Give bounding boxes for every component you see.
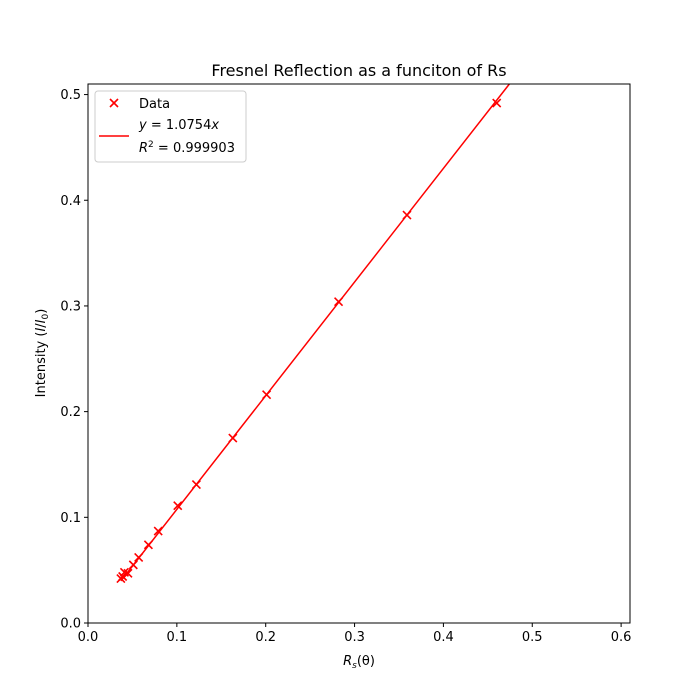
x-tick-label: 0.4 (433, 630, 454, 645)
y-tick-label: 0.4 (60, 194, 81, 209)
data-point-9-stroke-b (191, 479, 201, 490)
legend-fit-equation: y = 1.0754x (138, 118, 219, 133)
data-point-10-stroke-b (228, 433, 238, 443)
data-points-layer (116, 98, 502, 584)
chart-title: Fresnel Reflection as a funciton of Rs (211, 61, 506, 80)
fit-line-layer (120, 83, 510, 582)
x-axis-label: Rs(θ) (343, 654, 375, 671)
data-point-11-stroke-b (262, 390, 272, 400)
x-tick-label: 0.3 (344, 630, 365, 645)
legend-data-marker (109, 98, 119, 108)
fit-line (120, 83, 510, 582)
data-point-10 (228, 433, 238, 443)
x-tick-label: 0.6 (611, 630, 632, 645)
y-axis-label-post: ) (34, 309, 49, 314)
data-point-2-stroke-b (119, 567, 129, 577)
x-axis-ticks: 0.0 0.1 0.2 0.3 0.4 0.5 0.6 (78, 623, 632, 645)
legend-data-label: Data (139, 97, 170, 112)
y-tick-label: 0.3 (60, 299, 81, 314)
data-point-6-stroke-b (143, 540, 153, 550)
data-point-5 (134, 552, 144, 563)
legend-fit-r2: R2 = 0.999903 (139, 140, 235, 156)
legend-r2-value: = 0.999903 (154, 141, 235, 156)
data-point-14 (492, 98, 502, 108)
x-tick-label: 0.2 (255, 630, 276, 645)
y-tick-label: 0.5 (60, 88, 81, 103)
legend-x-marker (109, 98, 119, 108)
x-tick-label: 0.5 (522, 630, 543, 645)
data-point-14-stroke-b (492, 98, 502, 108)
legend-box (94, 90, 247, 163)
x-axis-label-base: R (343, 654, 352, 669)
y-axis-label-slash: / (34, 323, 49, 328)
data-point-7 (153, 526, 163, 536)
data-point-12-stroke-b (333, 297, 344, 307)
data-point-8 (173, 501, 183, 511)
data-point-6 (143, 540, 153, 550)
legend-eq-mid: = 1.0754 (147, 118, 212, 133)
data-point-8-stroke-b (173, 501, 183, 511)
legend-eq-y: y (138, 118, 147, 133)
y-tick-label: 0.1 (60, 511, 81, 526)
data-point-5-stroke-b (134, 552, 144, 563)
data-point-13-stroke-b (402, 210, 412, 220)
data-point-3-stroke-b (123, 568, 133, 578)
data-point-4 (128, 560, 138, 570)
data-point-9 (191, 479, 201, 490)
x-axis-label-rest: (θ) (357, 654, 375, 669)
x-axis-label-sub: s (352, 661, 357, 671)
data-point-7-stroke-b (153, 526, 163, 536)
legend-eq-x: x (210, 118, 219, 133)
data-point-13 (402, 210, 412, 220)
y-tick-label: 0.0 (60, 617, 81, 632)
x-tick-label: 0.0 (78, 630, 99, 645)
y-axis-label-sub: 0 (41, 313, 51, 319)
y-axis-label-pre: Intensity ( (34, 332, 49, 398)
y-tick-label: 0.2 (60, 405, 81, 420)
plot-frame (87, 83, 631, 624)
x-tick-label: 0.1 (167, 630, 188, 645)
data-point-4-stroke-b (128, 560, 138, 570)
legend-r2-r: R (139, 141, 148, 156)
legend-x-marker-stroke-b (109, 98, 119, 108)
y-axis-label-i: I (34, 328, 49, 332)
legend: Data y = 1.0754x R2 = 0.999903 (94, 90, 247, 163)
data-point-12 (333, 297, 344, 307)
data-point-11 (262, 390, 272, 400)
data-point-3 (123, 568, 133, 578)
legend-r2-sup: 2 (148, 140, 154, 150)
y-axis-ticks: 0.0 0.1 0.2 0.3 0.4 0.5 (60, 88, 88, 632)
y-axis-label: Intensity (I/I0) (34, 309, 51, 398)
y-axis-label-i0: I (34, 319, 49, 323)
